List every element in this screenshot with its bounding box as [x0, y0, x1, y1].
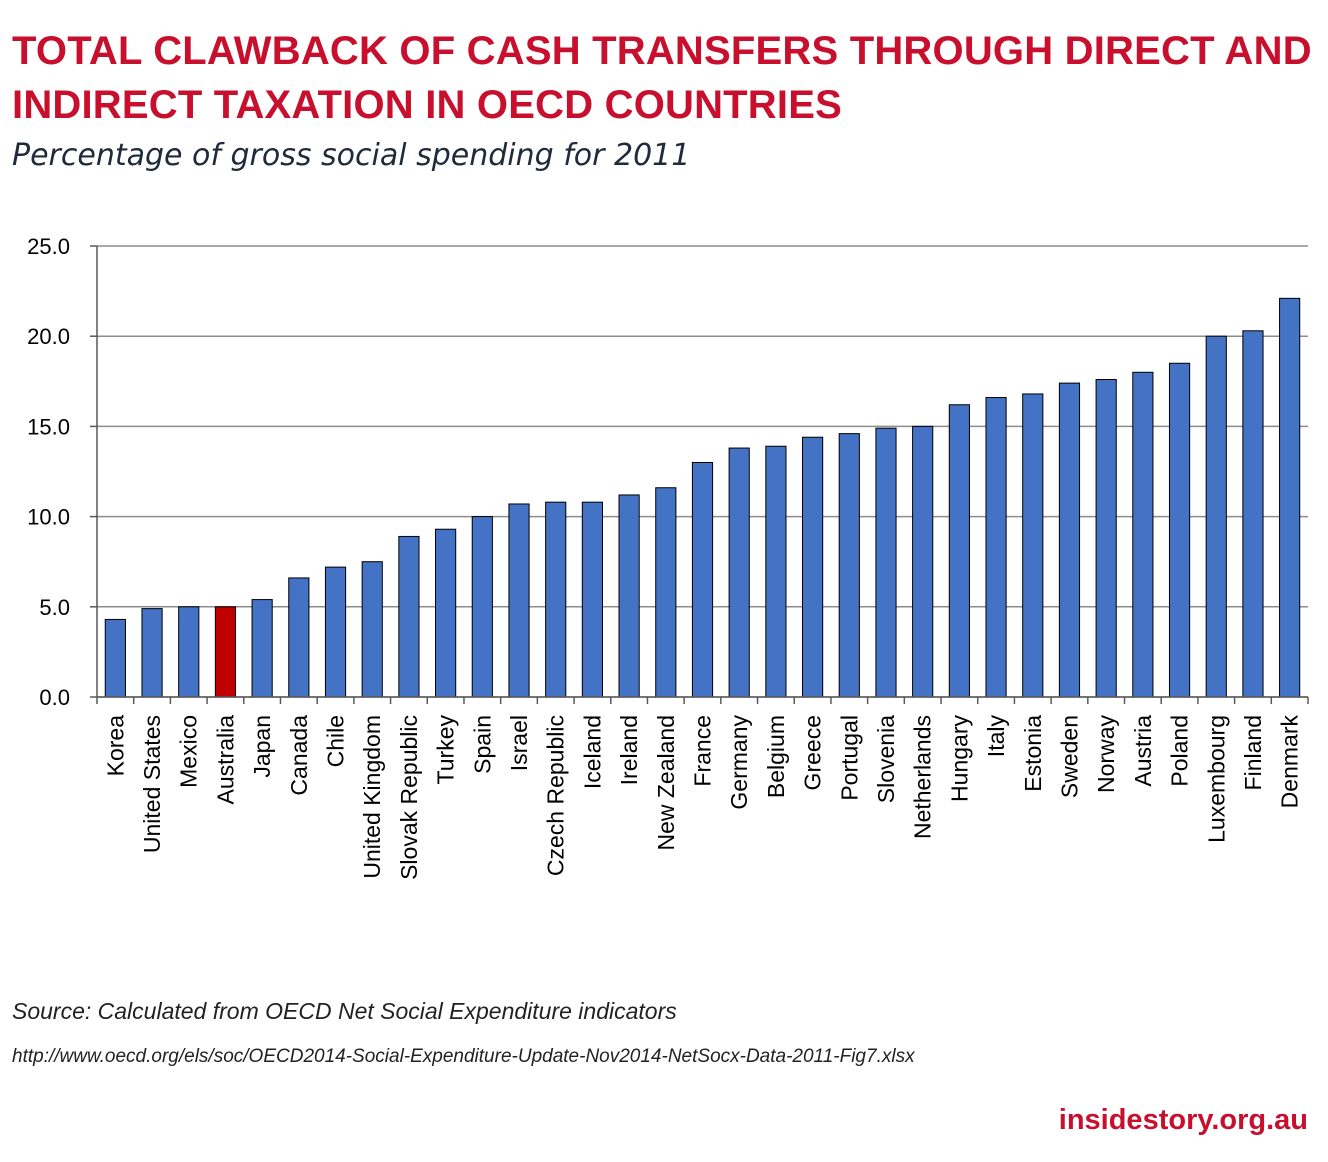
x-category-label: Australia — [212, 715, 238, 805]
x-category-label: New Zealand — [653, 715, 679, 851]
x-category-label: Austria — [1130, 715, 1156, 787]
bar-canada — [288, 577, 310, 698]
y-axis-ticks: 0.0 5.0 10.0 15.0 20.0 25.0 — [27, 234, 98, 710]
bars — [104, 297, 1301, 698]
x-category-label: Poland — [1167, 715, 1193, 787]
bar-united-kingdom — [361, 561, 383, 698]
y-tick-label: 20.0 — [27, 324, 70, 349]
x-category-label: Finland — [1240, 715, 1266, 790]
bar-netherlands — [912, 425, 934, 698]
y-tick-label: 5.0 — [39, 595, 70, 620]
x-category-label: Mexico — [176, 715, 202, 788]
y-tick-label: 0.0 — [39, 685, 70, 710]
bar-japan — [251, 599, 273, 698]
x-category-label: Israel — [506, 715, 532, 771]
x-category-label: Germany — [726, 715, 752, 810]
x-category-label: Canada — [286, 715, 312, 796]
bar-france — [691, 461, 714, 698]
bar-luxembourg — [1205, 335, 1227, 698]
x-category-label: Turkey — [433, 715, 459, 785]
bar-germany — [728, 447, 750, 698]
x-category-label: Denmark — [1277, 715, 1303, 809]
x-category-label: Sweden — [1056, 715, 1082, 798]
x-category-label: United Kingdom — [359, 715, 385, 879]
x-category-label: Netherlands — [910, 715, 936, 839]
x-category-label: Ireland — [616, 715, 642, 785]
x-category-label: Chile — [323, 715, 349, 767]
bar-korea — [104, 618, 126, 698]
y-tick-label: 25.0 — [27, 234, 70, 259]
x-category-label: France — [690, 715, 716, 787]
bar-australia — [214, 606, 237, 698]
bar-czech-republic — [545, 501, 567, 698]
bar-finland — [1242, 330, 1264, 698]
bar-estonia — [1022, 393, 1044, 698]
bar-chart: 0.0 5.0 10.0 15.0 20.0 25.0 Korea United State… — [27, 234, 1309, 880]
x-category-label: Estonia — [1020, 715, 1046, 792]
bar-norway — [1095, 378, 1117, 698]
y-tick-label: 10.0 — [27, 505, 70, 530]
x-axis-labels: Korea United States Mexico Australia Japan Ca… — [96, 696, 1309, 880]
brand-logo-text: insidestory.org.au — [1058, 1104, 1308, 1136]
chart-subtitle: Percentage of gross social spending for … — [12, 138, 691, 173]
x-category-label: Korea — [102, 715, 128, 777]
x-category-label: Belgium — [763, 715, 789, 798]
bar-new-zealand — [655, 487, 677, 698]
x-category-label: Italy — [983, 715, 1009, 758]
x-category-label: Spain — [469, 715, 495, 774]
bar-belgium — [765, 445, 787, 698]
x-category-label: United States — [139, 715, 165, 853]
x-category-label: Luxembourg — [1203, 715, 1229, 843]
x-category-label: Portugal — [836, 715, 862, 801]
bar-slovak-republic — [398, 535, 420, 698]
bar-poland — [1168, 362, 1191, 698]
x-category-label: Hungary — [946, 715, 972, 802]
source-note: Source: Calculated from OECD Net Social … — [12, 998, 677, 1024]
chart-title: TOTAL CLAWBACK OF CASH TRANSFERS THROUGH… — [12, 29, 1312, 127]
x-category-label: Greece — [800, 715, 826, 790]
bar-italy — [985, 397, 1007, 698]
x-category-label: Slovenia — [873, 715, 899, 803]
bar-slovenia — [875, 427, 897, 698]
bar-mexico — [178, 606, 200, 698]
bar-hungary — [948, 404, 970, 698]
x-category-label: Czech Republic — [543, 715, 569, 876]
bar-sweden — [1058, 382, 1081, 698]
bar-turkey — [435, 528, 457, 698]
bar-iceland — [581, 501, 604, 698]
bar-chile — [324, 566, 347, 698]
bar-austria — [1132, 371, 1154, 698]
source-url: http://www.oecd.org/els/soc/OECD2014-Soc… — [12, 1046, 915, 1067]
bar-united-states — [141, 608, 163, 698]
x-category-label: Slovak Republic — [396, 715, 422, 880]
bar-ireland — [618, 494, 640, 698]
bar-spain — [471, 516, 493, 698]
bar-greece — [801, 436, 824, 698]
bar-portugal — [838, 433, 860, 698]
y-tick-label: 15.0 — [27, 414, 70, 439]
bar-israel — [508, 503, 530, 698]
x-category-label: Iceland — [579, 715, 605, 789]
bar-denmark — [1279, 297, 1301, 698]
x-category-label: Japan — [249, 715, 275, 778]
x-category-label: Norway — [1093, 715, 1119, 793]
